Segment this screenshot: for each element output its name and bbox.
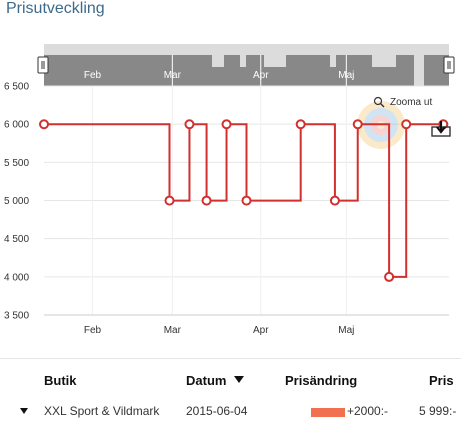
sort-desc-icon — [234, 376, 245, 383]
navigator-right-handle[interactable] — [443, 56, 455, 74]
table-header: Butik Datum Prisändring Pris — [0, 358, 461, 399]
download-icon[interactable] — [431, 121, 451, 137]
cell-price: 5 999:- — [419, 404, 457, 418]
page-title: Prisutveckling — [6, 0, 105, 17]
cell-store: XXL Sport & Vildmark — [44, 404, 160, 418]
price-point[interactable] — [384, 271, 395, 282]
price-line — [44, 123, 444, 278]
column-header-price-change[interactable]: Prisändring — [285, 373, 358, 388]
price-point[interactable] — [201, 195, 212, 206]
navigator-left-handle[interactable] — [37, 56, 49, 74]
x-tick-label: Feb — [84, 325, 102, 336]
column-header-date[interactable]: Datum — [186, 373, 245, 388]
zoom-out-button[interactable]: Zooma ut — [373, 96, 433, 108]
x-tick-label: Apr — [253, 325, 269, 336]
price-point[interactable] — [401, 119, 412, 130]
x-tick-label: Mar — [164, 325, 182, 336]
column-header-date-label: Datum — [186, 373, 227, 388]
x-tick-label: Maj — [338, 325, 354, 336]
price-point[interactable] — [39, 119, 49, 130]
y-tick-label: 5 000 — [4, 196, 29, 207]
navigator-month-label: Maj — [338, 70, 354, 81]
price-point[interactable] — [241, 195, 252, 206]
expand-row-icon[interactable] — [20, 408, 28, 414]
navigator-month-label: Feb — [84, 70, 102, 81]
navigator-month-label: Apr — [253, 70, 269, 81]
price-chart[interactable]: Feb Mar Apr Maj 3 500 4 000 4 500 5 000 5 500 6 … — [0, 0, 461, 345]
navigator-series-area — [44, 55, 449, 86]
zoom-out-label: Zooma ut — [390, 97, 432, 108]
column-header-price[interactable]: Pris — [429, 373, 454, 388]
table-row[interactable]: XXL Sport & Vildmark 2015-06-04 +2000:- … — [0, 398, 461, 425]
magnifier-icon — [373, 96, 383, 106]
y-tick-label: 6 500 — [4, 82, 29, 93]
price-change-bar — [311, 408, 345, 417]
y-tick-label: 5 500 — [4, 158, 29, 169]
price-point[interactable] — [164, 195, 175, 206]
navigator-month-label: Mar — [164, 70, 182, 81]
column-header-store[interactable]: Butik — [44, 373, 77, 388]
y-tick-label: 3 500 — [4, 311, 29, 322]
price-point[interactable] — [295, 119, 306, 130]
y-tick-label: 4 500 — [4, 234, 29, 245]
y-tick-label: 6 000 — [4, 120, 29, 131]
price-point[interactable] — [329, 195, 340, 206]
cell-date: 2015-06-04 — [186, 404, 248, 418]
price-point[interactable] — [221, 119, 232, 130]
price-point[interactable] — [184, 119, 195, 130]
magnifier-icon-handle — [380, 103, 385, 108]
price-point[interactable] — [352, 119, 363, 130]
y-tick-label: 4 000 — [4, 272, 29, 283]
cell-price-change: +2000:- — [347, 404, 389, 418]
